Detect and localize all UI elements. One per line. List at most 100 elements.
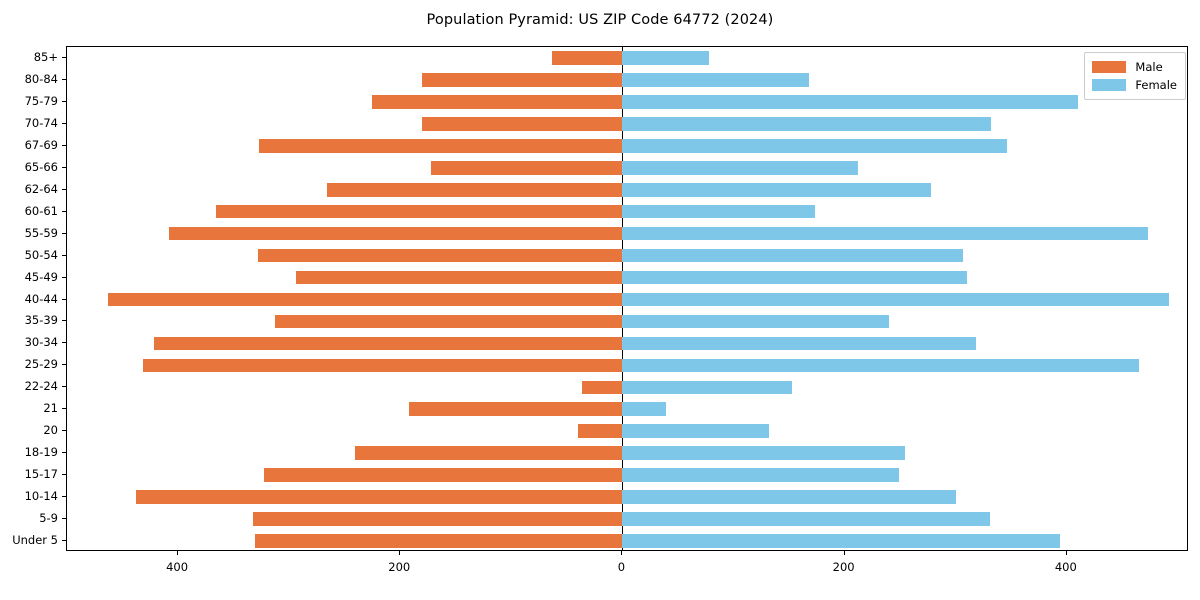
y-tick-mark — [62, 430, 66, 432]
y-tick-mark — [62, 122, 66, 124]
bar-male — [254, 534, 623, 548]
bar-row — [67, 95, 1187, 109]
y-tick-label: 80-84 — [24, 71, 58, 86]
y-tick-label: 70-74 — [24, 115, 58, 130]
bar-row — [67, 402, 1187, 417]
x-tick-label: 200 — [388, 560, 411, 574]
bar-female — [622, 402, 666, 417]
bar-male — [108, 292, 623, 307]
y-tick-label: 10-14 — [24, 489, 58, 504]
bar-row — [67, 248, 1187, 263]
bar-male — [582, 380, 623, 395]
legend-entry-male: Male — [1092, 58, 1177, 76]
y-tick-label: 30-34 — [24, 335, 58, 350]
y-axis-tick-labels: 85+ 80-84 75-79 70-74 67-69 65-66 62-64 60-61 55… — [0, 46, 58, 551]
bar-female — [622, 138, 1007, 153]
bar-female — [622, 314, 890, 329]
bar-female — [622, 446, 905, 460]
bar-female — [622, 204, 815, 219]
bar-row — [67, 358, 1187, 373]
y-tick-mark — [62, 276, 66, 278]
y-tick-label: 25-29 — [24, 357, 58, 372]
bar-female — [622, 182, 932, 197]
bar-female — [622, 534, 1061, 548]
y-tick-mark — [62, 144, 66, 146]
y-tick-mark — [62, 166, 66, 168]
y-tick-label: 85+ — [33, 49, 58, 64]
legend-entry-female: Female — [1092, 76, 1177, 94]
y-tick-mark — [62, 518, 66, 520]
y-tick-label: 60-61 — [24, 203, 58, 218]
bar-female — [622, 512, 991, 526]
bar-row — [67, 204, 1187, 219]
bar-row — [67, 117, 1187, 131]
bar-female — [622, 226, 1148, 241]
bar-row — [67, 73, 1187, 87]
bar-female — [622, 490, 956, 504]
x-tick-mark — [177, 551, 179, 555]
y-tick-mark — [62, 540, 66, 542]
x-tick-mark — [399, 551, 401, 555]
y-tick-mark — [62, 188, 66, 190]
bar-male — [215, 204, 623, 219]
y-tick-label: 75-79 — [24, 93, 58, 108]
x-tick-label: 200 — [832, 560, 855, 574]
bar-row — [67, 182, 1187, 197]
legend-swatch-female — [1092, 79, 1127, 91]
plot-area — [66, 46, 1188, 551]
bar-row — [67, 424, 1187, 439]
bar-male — [169, 226, 623, 241]
bar-row — [67, 534, 1187, 548]
legend: Male Female — [1084, 52, 1186, 100]
y-tick-label: 62-64 — [24, 181, 58, 196]
bar-row — [67, 512, 1187, 526]
chart-title: Population Pyramid: US ZIP Code 64772 (2… — [426, 12, 774, 28]
y-tick-mark — [62, 210, 66, 212]
bar-male — [142, 358, 623, 373]
y-tick-mark — [62, 364, 66, 366]
bar-female — [622, 248, 964, 263]
bar-male — [409, 402, 623, 417]
bar-female — [622, 468, 900, 482]
bar-male — [252, 512, 623, 526]
bar-row — [67, 380, 1187, 395]
bar-row — [67, 138, 1187, 153]
y-tick-label: 45-49 — [24, 269, 58, 284]
x-tick-label: 400 — [166, 560, 189, 574]
bar-row — [67, 468, 1187, 482]
bar-female — [622, 292, 1169, 307]
bar-male — [263, 468, 623, 482]
bar-male — [274, 314, 623, 329]
bar-male — [153, 336, 623, 351]
y-tick-label: 65-66 — [24, 159, 58, 174]
bar-row — [67, 490, 1187, 504]
bar-female — [622, 358, 1139, 373]
x-tick-mark — [621, 551, 623, 555]
bar-row — [67, 314, 1187, 329]
bar-row — [67, 51, 1187, 65]
y-tick-label: 50-54 — [24, 247, 58, 262]
y-tick-mark — [62, 254, 66, 256]
y-tick-label: 18-19 — [24, 445, 58, 460]
bar-female — [622, 424, 770, 439]
bar-male — [135, 490, 623, 504]
bar-male — [431, 160, 623, 175]
x-axis-tick-labels: 400 200 0 200 400 — [0, 556, 1200, 580]
y-tick-label: 55-59 — [24, 225, 58, 240]
bar-male — [422, 73, 623, 87]
bar-male — [422, 117, 623, 131]
bar-female — [622, 160, 858, 175]
bar-row — [67, 446, 1187, 460]
bar-male — [578, 424, 623, 439]
y-tick-mark — [62, 232, 66, 234]
bar-row — [67, 160, 1187, 175]
y-tick-label: 20 — [43, 423, 58, 438]
bar-male — [372, 95, 623, 109]
y-tick-mark — [62, 452, 66, 454]
bar-male — [295, 270, 623, 285]
bar-male — [552, 51, 623, 65]
x-tick-label: 0 — [617, 560, 626, 574]
bar-male — [258, 248, 623, 263]
y-tick-mark — [62, 408, 66, 410]
